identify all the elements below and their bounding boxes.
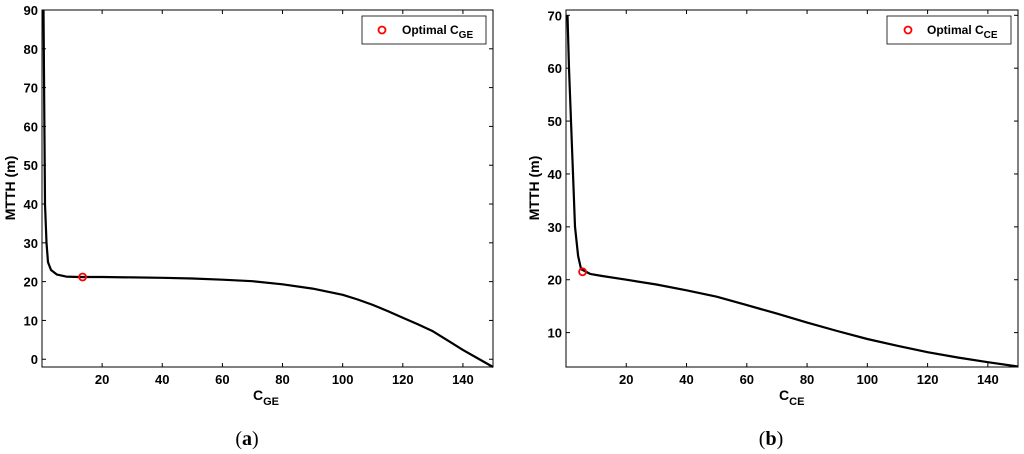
x-tick-label: 20 [95, 372, 109, 387]
x-tick-label: 140 [977, 372, 999, 387]
optimal-point-marker [78, 272, 87, 282]
series-line [566, 15, 1019, 368]
x-ticks-b: 20 40 60 80 100 120 140 [619, 10, 999, 387]
x-tick-label: 120 [392, 372, 414, 387]
y-tick-label: 20 [24, 275, 38, 290]
legend-b: Optimal CCE [886, 15, 1012, 45]
y-ticks-a: 0 10 20 30 40 50 60 70 80 90 [24, 3, 493, 367]
x-tick-label: 60 [215, 372, 229, 387]
x-tick-label: 40 [155, 372, 169, 387]
x-tick-label: 80 [275, 372, 289, 387]
y-tick-label: 70 [24, 81, 38, 96]
y-tick-label: 40 [548, 167, 562, 182]
legend-a: Optimal CGE [361, 15, 487, 45]
legend-box-b [886, 15, 1012, 45]
legend-marker-b [903, 25, 913, 35]
plot-frame-b [565, 9, 1019, 368]
x-ticks-a: 20 40 60 80 100 120 140 [95, 10, 474, 387]
series-b [566, 15, 1019, 368]
x-tick-label: 120 [917, 372, 939, 387]
optimal-point-marker [578, 267, 587, 277]
x-tick-label: 40 [679, 372, 693, 387]
x-tick-label: 100 [332, 372, 354, 387]
y-tick-label: 90 [24, 3, 38, 18]
x-axis-label-b: CCE [779, 387, 804, 408]
y-axis-label-a: MTTH (m) [2, 156, 18, 221]
y-tick-label: 0 [31, 352, 38, 367]
y-tick-label: 50 [24, 158, 38, 173]
y-tick-label: 30 [548, 220, 562, 235]
chart-panel-a: 20 40 60 80 100 120 140 0 10 20 30 40 50 60 70 80 90 Op… [2, 3, 494, 450]
legend-label-b: Optimal CCE [927, 23, 998, 41]
series-line [42, 9, 494, 368]
y-axis-label-b: MTTH (m) [526, 156, 542, 221]
x-tick-label: 140 [452, 372, 474, 387]
y-tick-label: 10 [24, 313, 38, 328]
y-tick-label: 50 [548, 114, 562, 129]
x-tick-label: 60 [740, 372, 754, 387]
y-tick-label: 10 [548, 326, 562, 341]
panel-label-a: (a) [235, 428, 258, 450]
y-tick-label: 20 [548, 273, 562, 288]
y-tick-label: 60 [548, 61, 562, 76]
x-tick-label: 100 [856, 372, 878, 387]
x-tick-label: 80 [800, 372, 814, 387]
x-tick-label: 20 [619, 372, 633, 387]
y-tick-label: 40 [24, 197, 38, 212]
y-tick-label: 60 [24, 119, 38, 134]
x-axis-label-a: CGE [253, 387, 279, 408]
y-tick-label: 70 [548, 8, 562, 23]
legend-box-a [361, 15, 487, 45]
plot-frame-a [41, 9, 494, 368]
series-a [42, 9, 494, 368]
legend-marker-a [377, 25, 387, 35]
panel-label-b: (b) [759, 428, 783, 450]
y-tick-label: 80 [24, 42, 38, 57]
legend-label-a: Optimal CGE [402, 23, 473, 41]
y-tick-label: 30 [24, 236, 38, 251]
chart-panel-b: 20 40 60 80 100 120 140 10 20 30 40 50 60 70 Optimal… [526, 8, 1019, 450]
